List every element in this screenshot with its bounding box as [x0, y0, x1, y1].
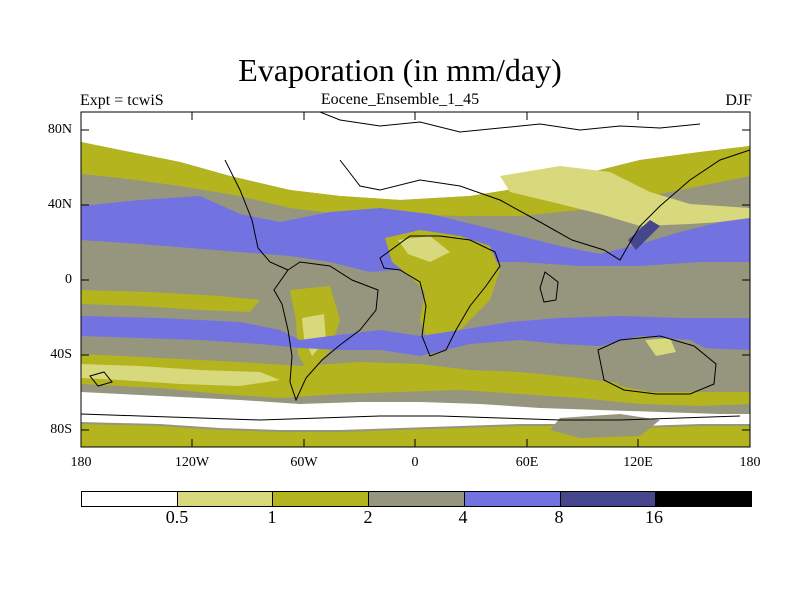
pacific-low-band	[81, 290, 260, 312]
axis-ticks	[81, 112, 750, 447]
africa-low	[385, 230, 500, 346]
lon-label-120w: 120W	[174, 455, 210, 470]
australia-very-low	[645, 338, 676, 356]
legend-label: 16	[645, 507, 663, 527]
legend-label: 0.5	[165, 507, 189, 527]
color-legend	[81, 491, 752, 507]
legend-swatch-3	[369, 492, 465, 506]
map-field	[81, 112, 750, 447]
south-high-zone	[81, 316, 750, 356]
africa-very-low	[398, 236, 450, 262]
lat-label-80n: 80N	[47, 122, 72, 137]
lat-label-80s: 80S	[50, 422, 72, 437]
coastlines	[81, 112, 750, 421]
lon-label-60e: 60E	[515, 455, 539, 470]
legend-swatch-4	[464, 492, 561, 506]
max-cell	[628, 220, 660, 250]
lat-label-0: 0	[65, 272, 72, 287]
map-title: Evaporation (in mm/day)	[238, 52, 562, 88]
legend-swatch-5	[560, 492, 657, 506]
south-light-band	[81, 364, 280, 386]
north-light-band	[500, 166, 750, 226]
lat-label-40n: 40N	[47, 197, 72, 212]
australia-mid	[600, 336, 720, 392]
experiment-label: Expt = tcwiS	[80, 92, 164, 109]
legend-swatch-2	[273, 492, 370, 506]
legend-swatch-6	[656, 492, 752, 506]
legend-label: 8	[554, 507, 564, 527]
legend-swatch-1	[177, 492, 274, 506]
lat-label-40s: 40S	[50, 347, 72, 362]
south-band	[81, 354, 750, 406]
lon-label-180e: 180	[739, 455, 761, 470]
legend-label: 1	[267, 507, 277, 527]
ensemble-label: Eocene_Ensemble_1_45	[320, 91, 480, 108]
legend-label: 4	[458, 507, 468, 527]
lon-label-180w: 180	[70, 455, 92, 470]
legend-swatch-0	[82, 492, 178, 506]
season-label: DJF	[725, 92, 752, 109]
lon-label-60w: 60W	[290, 455, 318, 470]
lon-label-120e: 120E	[623, 455, 653, 470]
legend-label: 2	[363, 507, 373, 527]
north-low-zone	[81, 112, 750, 200]
lon-label-0: 0	[411, 455, 419, 470]
